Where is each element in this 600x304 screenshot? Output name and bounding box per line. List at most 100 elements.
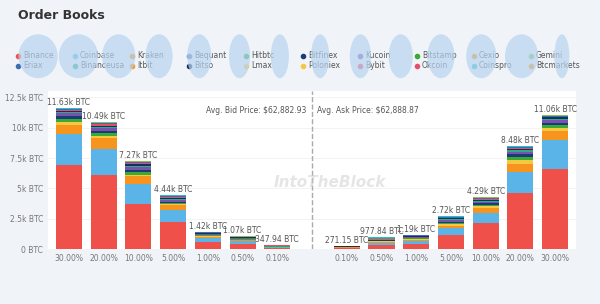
Text: 10.49k BTC: 10.49k BTC	[82, 112, 125, 120]
Text: IntoTheBlock: IntoTheBlock	[273, 175, 386, 190]
Bar	[368, 242, 395, 243]
Bar	[508, 149, 533, 150]
Bar	[229, 237, 256, 238]
Bar	[56, 134, 82, 165]
Bar	[368, 238, 395, 239]
Bar	[229, 240, 256, 241]
Bar	[403, 238, 429, 239]
Bar	[160, 204, 186, 205]
Text: Binance: Binance	[23, 51, 53, 60]
Bar	[473, 201, 499, 202]
Bar	[368, 240, 395, 241]
Text: 977.84 BTC: 977.84 BTC	[360, 227, 403, 236]
Bar	[160, 200, 186, 202]
Bar	[508, 164, 533, 172]
Bar	[91, 131, 116, 133]
Ellipse shape	[229, 34, 250, 78]
Bar	[508, 193, 533, 249]
Bar	[438, 228, 464, 235]
Text: Gemini: Gemini	[536, 51, 563, 60]
Text: 1.07k BTC: 1.07k BTC	[223, 226, 262, 235]
Bar	[438, 217, 464, 218]
Bar	[125, 161, 151, 162]
Bar	[125, 162, 151, 163]
Text: 4.44k BTC: 4.44k BTC	[154, 185, 192, 194]
Bar	[403, 235, 429, 236]
Bar	[508, 161, 533, 164]
Bar	[542, 140, 568, 169]
Text: Okcoin: Okcoin	[422, 61, 448, 71]
Bar	[473, 202, 499, 203]
Bar	[56, 119, 82, 122]
Bar	[542, 116, 568, 117]
Bar	[125, 176, 151, 184]
Bar	[473, 197, 499, 198]
Bar	[160, 205, 186, 210]
Bar	[403, 236, 429, 237]
Bar	[125, 184, 151, 204]
Bar	[508, 157, 533, 161]
Bar	[473, 200, 499, 201]
Bar	[438, 224, 464, 226]
Bar	[542, 131, 568, 140]
Bar	[56, 113, 82, 116]
Bar	[195, 242, 221, 249]
Bar	[542, 123, 568, 126]
Bar	[91, 122, 116, 123]
Bar	[368, 239, 395, 240]
Bar	[195, 234, 221, 235]
Bar	[473, 212, 499, 223]
Bar	[334, 248, 360, 249]
Bar	[195, 236, 221, 237]
Ellipse shape	[505, 34, 538, 78]
Text: Coinspro: Coinspro	[479, 61, 512, 71]
Bar	[91, 174, 116, 249]
Bar	[160, 195, 186, 196]
Bar	[508, 152, 533, 154]
Text: Hitbtc: Hitbtc	[251, 51, 274, 60]
Bar	[508, 172, 533, 193]
Bar	[542, 115, 568, 116]
Bar	[403, 239, 429, 240]
Bar	[403, 237, 429, 238]
Bar	[438, 223, 464, 224]
Bar	[56, 110, 82, 111]
Bar	[473, 208, 499, 212]
Bar	[160, 199, 186, 200]
Text: Bitstamp: Bitstamp	[422, 51, 457, 60]
Bar	[438, 226, 464, 228]
Bar	[195, 238, 221, 242]
Ellipse shape	[350, 34, 371, 78]
Bar	[160, 198, 186, 199]
Bar	[125, 164, 151, 166]
Bar	[56, 125, 82, 134]
Bar	[160, 197, 186, 198]
Bar	[56, 112, 82, 113]
Bar	[542, 119, 568, 120]
Bar	[368, 241, 395, 242]
Text: Bitso: Bitso	[194, 61, 213, 71]
Bar	[438, 222, 464, 223]
Ellipse shape	[102, 34, 136, 78]
Text: Bitfinex: Bitfinex	[308, 51, 337, 60]
Bar	[508, 150, 533, 152]
Bar	[508, 148, 533, 149]
Bar	[125, 170, 151, 172]
Text: Eriax: Eriax	[23, 61, 43, 71]
Bar	[91, 138, 116, 149]
Bar	[56, 109, 82, 110]
Bar	[229, 239, 256, 240]
Bar	[508, 146, 533, 147]
Bar	[508, 154, 533, 157]
Bar	[91, 126, 116, 127]
Bar	[368, 243, 395, 245]
Ellipse shape	[311, 34, 329, 78]
Bar	[56, 116, 82, 119]
Text: 271.15 BTC: 271.15 BTC	[325, 236, 368, 245]
Bar	[125, 168, 151, 170]
Bar	[438, 219, 464, 220]
Text: Bybit: Bybit	[365, 61, 385, 71]
Bar	[229, 244, 256, 249]
Text: 7.27k BTC: 7.27k BTC	[119, 151, 157, 160]
Text: 11.63k BTC: 11.63k BTC	[47, 98, 91, 107]
